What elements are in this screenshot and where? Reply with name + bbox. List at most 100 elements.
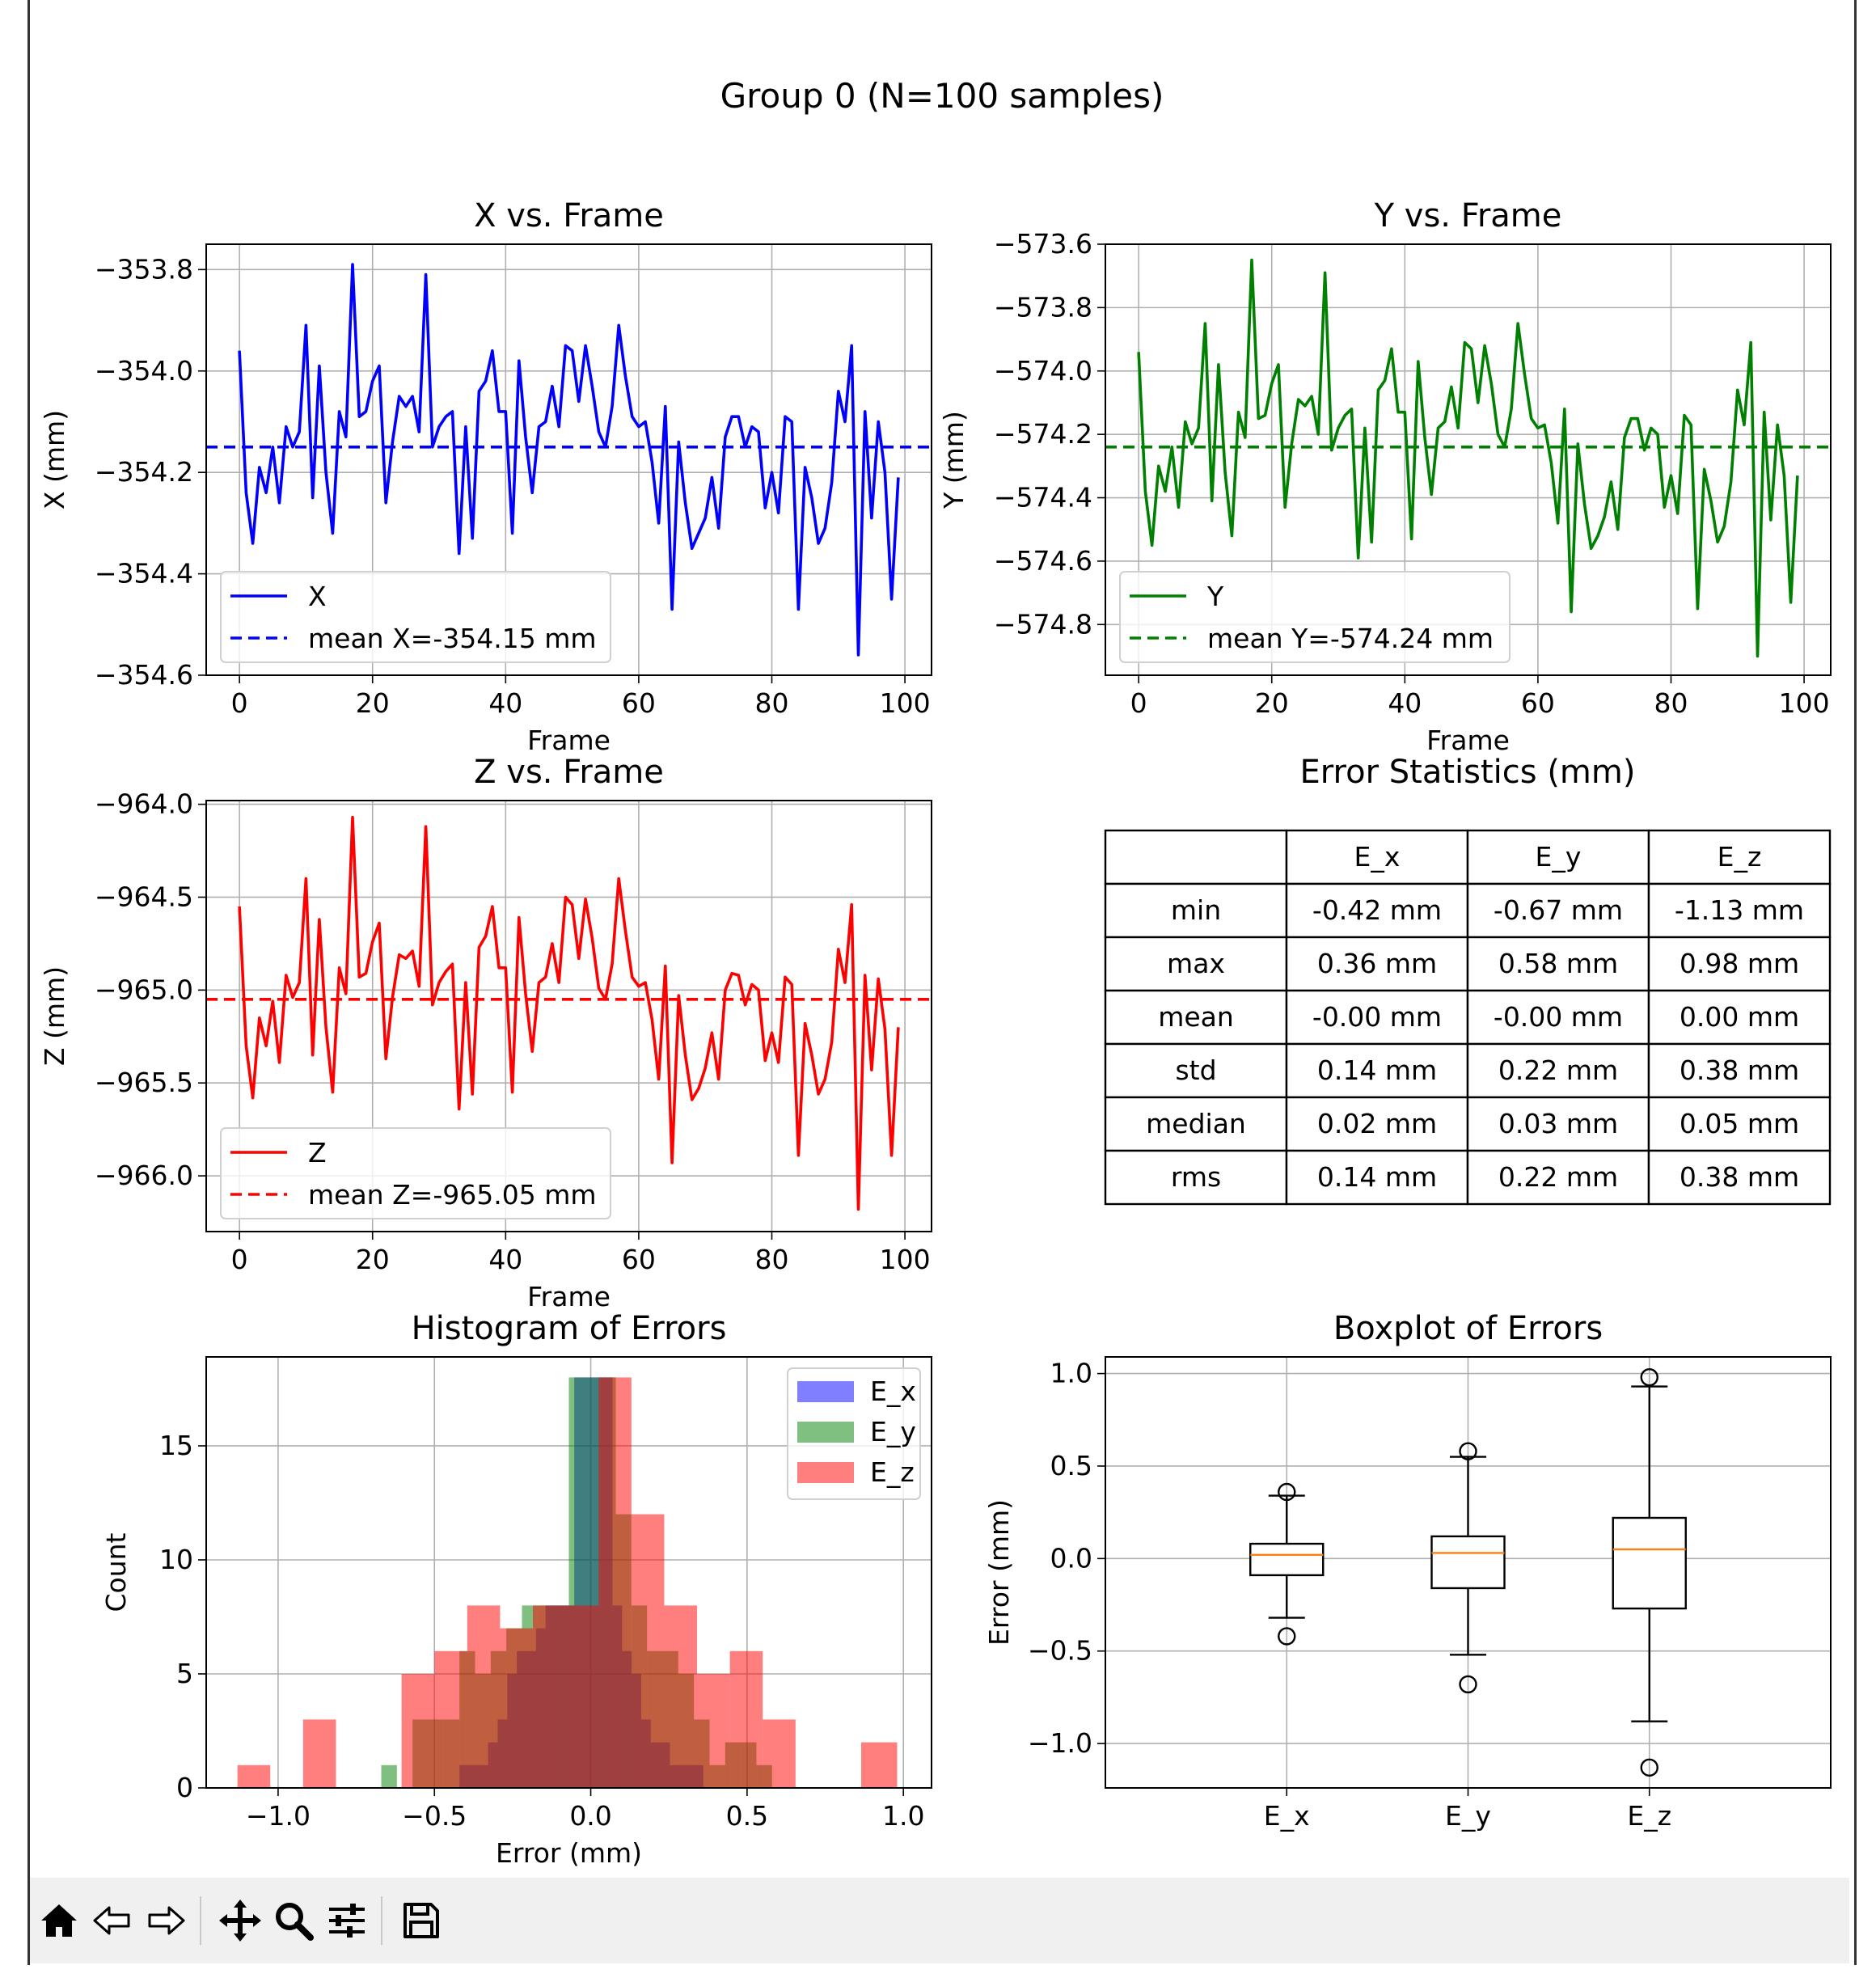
flier-point bbox=[1640, 1758, 1658, 1777]
x-tick-label: 60 bbox=[622, 687, 656, 719]
table-cell bbox=[1285, 1042, 1469, 1099]
y-tick-label: −574.8 bbox=[994, 608, 1092, 640]
legend-swatch bbox=[797, 1422, 854, 1443]
table-cell-text: 0.22 mm bbox=[1498, 1161, 1618, 1193]
table-cell-text: 0.03 mm bbox=[1498, 1108, 1618, 1139]
back-button[interactable] bbox=[88, 1896, 137, 1945]
x-tick-label: 60 bbox=[622, 1244, 656, 1275]
zoom-icon bbox=[276, 1903, 314, 1941]
x-tick-label: 40 bbox=[1388, 687, 1422, 719]
table-header-text: E_y bbox=[1536, 841, 1582, 873]
axes-frame bbox=[205, 243, 932, 676]
x-tick-label: 0 bbox=[1130, 687, 1147, 719]
legend-swatch bbox=[797, 1381, 854, 1402]
home-button[interactable] bbox=[35, 1896, 83, 1945]
forward-button[interactable] bbox=[142, 1896, 190, 1945]
table-cell-text: -0.00 mm bbox=[1494, 1001, 1623, 1033]
y-tick-label: −353.8 bbox=[95, 253, 193, 285]
table-cell-text: rms bbox=[1171, 1161, 1221, 1193]
axes-hist: −1.0 −0.5 0.0 0.5 1.0 0 5 10 15 Histogram of Erro… bbox=[100, 1310, 932, 1869]
x-tick-label: 1.0 bbox=[882, 1800, 924, 1832]
axes-title: Boxplot of Errors bbox=[1333, 1310, 1603, 1347]
y-tick-label: −966.0 bbox=[95, 1160, 193, 1191]
y-tick-label: 10 bbox=[159, 1544, 193, 1575]
x-tick-label: 20 bbox=[356, 687, 390, 719]
y-axis-label: Z (mm) bbox=[39, 966, 70, 1066]
pan-button[interactable] bbox=[216, 1896, 264, 1945]
legend-box bbox=[220, 1127, 611, 1219]
box-iqr bbox=[1612, 1516, 1687, 1610]
y-tick-label: −573.8 bbox=[994, 291, 1092, 323]
x-axis-label: Frame bbox=[527, 725, 611, 756]
table-cell-text: 0.36 mm bbox=[1317, 948, 1437, 979]
histogram-bar-E_z bbox=[237, 1764, 271, 1788]
axes-title: X vs. Frame bbox=[474, 197, 664, 235]
configure-button[interactable] bbox=[323, 1896, 371, 1945]
y-tick-label: −574.6 bbox=[994, 545, 1092, 577]
table-cell bbox=[1285, 1149, 1469, 1206]
y-axis-label: Count bbox=[100, 1532, 132, 1612]
table-cell-text: 0.05 mm bbox=[1680, 1108, 1799, 1139]
y-axis-label: X (mm) bbox=[39, 410, 70, 509]
table-cell-text: 0.14 mm bbox=[1317, 1054, 1437, 1086]
histogram-bar-E_z bbox=[763, 1719, 796, 1788]
box-iqr bbox=[1249, 1542, 1325, 1577]
axes-title: Y vs. Frame bbox=[1374, 197, 1562, 235]
histogram-bar-E_z bbox=[565, 1605, 599, 1788]
table-cell bbox=[1104, 936, 1288, 992]
y-tick-label: −354.6 bbox=[95, 659, 193, 691]
axes-box: 1.0 0.5 0.0 −0.5 −1.0 Boxplot of Errors Error … bbox=[983, 1310, 1832, 1832]
zoom-button[interactable] bbox=[269, 1896, 318, 1945]
y-tick-label: −354.2 bbox=[95, 456, 193, 488]
axes-frame bbox=[205, 1356, 932, 1789]
histogram-bar-E_z bbox=[401, 1673, 435, 1788]
flier-point bbox=[1459, 1675, 1477, 1694]
axes-frame bbox=[1105, 1356, 1832, 1789]
legend-swatch bbox=[797, 1462, 854, 1483]
axes-frame bbox=[205, 800, 932, 1232]
axes-y: 0 20 40 60 80 100 −573.6 −573.8 −574.0 −574.2 −574… bbox=[938, 197, 1832, 756]
navigation-toolbar bbox=[30, 1878, 1849, 1963]
y-tick-label: −1.0 bbox=[1028, 1727, 1092, 1759]
save-icon bbox=[404, 1903, 439, 1938]
x-tick-label: E_y bbox=[1445, 1800, 1491, 1832]
y-axis-label: Y (mm) bbox=[938, 411, 970, 509]
figure-canvas: Group 0 (N=100 samples)0 20 40 60 80 100−353.… bbox=[39, 76, 1832, 1869]
legend-label: E_y bbox=[870, 1416, 916, 1447]
table-cell-text: 0.02 mm bbox=[1317, 1108, 1437, 1139]
table-cell bbox=[1104, 1042, 1288, 1099]
toolbar-separator bbox=[381, 1896, 382, 1945]
flier-point bbox=[1278, 1482, 1296, 1502]
save-button[interactable] bbox=[397, 1896, 446, 1945]
legend-label: E_x bbox=[870, 1376, 916, 1407]
table-header-cell bbox=[1104, 829, 1288, 885]
x-tick-label: 40 bbox=[488, 687, 522, 719]
y-tick-label: 0.0 bbox=[1050, 1542, 1092, 1574]
y-tick-label: −354.4 bbox=[95, 558, 193, 590]
histogram-bar-E_z bbox=[598, 1377, 632, 1788]
histogram-bar-E_z bbox=[533, 1605, 566, 1788]
y-tick-label: −574.2 bbox=[994, 418, 1092, 450]
table-cell-text: -0.42 mm bbox=[1312, 894, 1442, 926]
x-tick-label: 20 bbox=[356, 1244, 390, 1275]
table-cell-text: 0.38 mm bbox=[1680, 1161, 1799, 1193]
legend-hist: E_x E_y E_z bbox=[787, 1367, 921, 1500]
table-cell-text: 0.58 mm bbox=[1498, 948, 1618, 979]
histogram-bar-E_z bbox=[861, 1742, 898, 1788]
y-tick-label: −0.5 bbox=[1028, 1635, 1092, 1667]
histogram-bar-E_z bbox=[500, 1628, 534, 1788]
back-arrow-icon bbox=[93, 1906, 130, 1935]
legend-label: X bbox=[308, 581, 327, 612]
table-cell-text: std bbox=[1175, 1054, 1216, 1086]
legend-label: mean X=-354.15 mm bbox=[308, 623, 597, 654]
table-cell bbox=[1104, 1149, 1288, 1206]
axes-title: Histogram of Errors bbox=[412, 1310, 727, 1347]
table-title: Error Statistics (mm) bbox=[1300, 754, 1636, 791]
histogram-bar-E_z bbox=[467, 1605, 501, 1788]
y-tick-label: 0.5 bbox=[1050, 1450, 1092, 1481]
boxplot-E_z bbox=[1612, 1367, 1687, 1777]
table-cell bbox=[1647, 936, 1832, 992]
x-tick-label: 100 bbox=[1779, 687, 1830, 719]
